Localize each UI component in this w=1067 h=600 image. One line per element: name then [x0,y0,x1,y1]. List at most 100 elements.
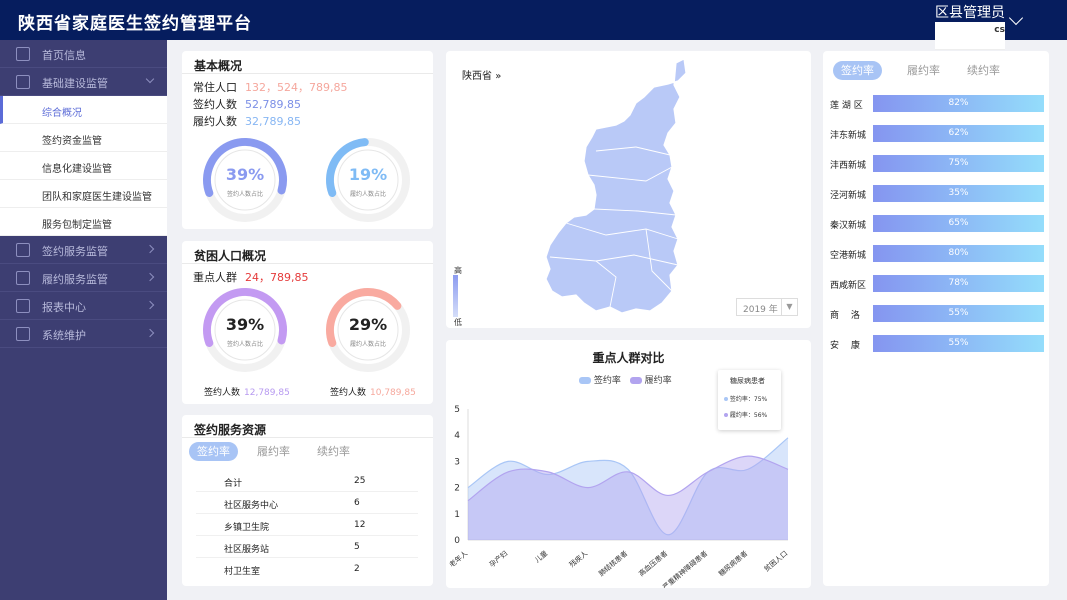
donut-caption: 履约人数占比 [349,341,386,348]
chevron-right-icon [145,272,155,282]
key-group-row: 重点人群 24，789,85 [193,269,309,285]
poverty-performed-donut: 29% 履约人数占比 [325,287,411,373]
rate-bar: 55% [873,305,1044,322]
tooltip-line-sign: 签约率：75% [724,394,767,403]
poverty-performed-label: 签约人数 [330,388,367,398]
resident-row: 常住人口 132，524，789,85 [193,79,347,95]
resident-value: 132，524，789,85 [245,81,348,94]
series-area-0 [468,437,788,540]
donut-ring [202,288,287,373]
poverty-performed-value: 10,789,85 [370,388,416,398]
tab-renew-rate[interactable]: 续约率 [967,64,1000,77]
poverty-title: 贫困人口概况 [194,249,267,263]
sidebar-item-reports[interactable]: 报表中心 [0,292,167,320]
chevron-right-icon [145,300,155,310]
rate-row: 莲 湖 区 82% [830,95,1044,113]
rate-bar: 35% [873,185,1044,202]
district-borders [549,146,679,308]
sidebar-item-infrastructure[interactable]: 基础建设监管 [0,68,167,96]
sidebar-subitem-label: 签约资金监管 [42,136,102,147]
x-tick-label: 老年人 [447,549,469,569]
table-row: 社区服务站 5 [196,536,418,558]
series-line-1 [467,455,789,502]
row-name: 社区服务中心 [224,501,279,511]
sidebar-subitem-team[interactable]: 团队和家庭医生建设监管 [0,180,167,208]
rate-name: 商 洛 [830,311,860,321]
table-row: 合计 25 [196,470,418,492]
legend-swatch-perform [629,377,642,384]
home-icon [16,47,30,61]
region-breadcrumb[interactable]: 陕西省 » [462,67,501,82]
app-title: 陕西省家庭医生签约管理平台 [18,14,252,34]
row-name: 乡镇卫生院 [224,523,270,533]
province-shape[interactable] [545,58,687,314]
x-tick-label: 糖尿病患者 [717,549,750,578]
resources-card: 签约服务资源 签约率 履约率 续约率 合计 25 社区服务中心 6 乡镇卫生院 12 … [182,415,433,586]
tab-perform-rate[interactable]: 履约率 [907,64,940,77]
top-bar: 陕西省家庭医生签约管理平台 区县管理员 cs [0,0,1067,50]
signed-value: 52,789,85 [245,98,301,111]
sidebar-subitem-funds[interactable]: 签约资金监管 [0,124,167,152]
y-tick-label: 2 [454,484,460,494]
legend-gradient [453,275,458,317]
performed-ratio-donut: 19% 履约人数占比 [325,137,411,223]
legend-low: 低 [454,318,462,327]
bar-chart-icon [16,299,30,313]
tab-sign-rate[interactable]: 签约率 [189,442,238,461]
rate-bar: 82% [873,95,1044,112]
y-tick-label: 0 [454,536,460,546]
year-select[interactable]: 2019 年 ▼ [736,298,798,316]
tooltip-line-perform-text: 履约率：56% [729,412,768,419]
chevron-down-icon[interactable] [1008,10,1024,26]
rate-row: 秦汉新城 65% [830,215,1044,233]
sidebar-subitem-it[interactable]: 信息化建设监管 [0,152,167,180]
series-line-0 [467,437,789,536]
sidebar-item-label: 履约服务监管 [42,273,108,286]
donut-arc [202,288,287,373]
donut-ring [326,288,410,373]
tooltip-dot-sign [724,397,728,401]
rate-bar: 75% [873,155,1044,172]
poverty-signed-donut: 39% 签约人数占比 [202,287,288,373]
sidebar-subitem-package[interactable]: 服务包制定监管 [0,208,167,236]
sidebar-subitem-label: 信息化建设监管 [42,164,112,175]
tab-renew-rate[interactable]: 续约率 [317,445,350,458]
tooltip-line-sign-text: 签约率：75% [729,396,768,403]
poverty-signed-value: 12,789,85 [244,388,290,398]
row-count: 25 [354,476,366,486]
signed-row: 签约人数 52,789,85 [193,96,301,112]
sidebar-item-label: 基础建设监管 [42,77,108,90]
settings-icon [16,327,30,341]
sidebar-item-label: 首页信息 [42,49,86,62]
rate-bar: 55% [873,335,1044,352]
row-count: 2 [354,564,360,574]
donut-percent: 39% [225,165,265,184]
x-tick-label: 残疾人 [567,549,589,569]
sidebar-item-signing[interactable]: 签约服务监管 [0,236,167,264]
row-count: 12 [354,520,366,530]
sidebar-subitem-overview[interactable]: 综合概况 [0,96,167,124]
sidebar-subitem-label: 团队和家庭医生建设监管 [42,192,152,203]
tab-perform-rate[interactable]: 履约率 [257,445,290,458]
tab-sign-rate[interactable]: 签约率 [833,61,882,80]
overview-card: 基本概况 常住人口 132，524，789,85 签约人数 52,789,85 履约… [182,51,433,229]
sidebar-item-system[interactable]: 系统维护 [0,320,167,348]
key-group-label: 重点人群 [193,271,237,284]
donut-ring [202,138,287,222]
legend-swatch-sign [579,377,591,384]
tooltip-dot-perform [724,413,728,417]
user-menu[interactable]: 区县管理员 cs [935,5,1005,50]
chart-title: 重点人群对比 [592,351,665,365]
rates-tabs: 签约率 履约率 续约率 [833,61,1043,81]
performed-value: 32,789,85 [245,115,301,128]
user-sub: cs [935,22,1005,50]
y-tick-label: 1 [454,510,460,520]
donut-ring [326,138,410,222]
sidebar-item-home[interactable]: 首页信息 [0,40,167,68]
map-card: 陕西省 » 高 低 2019 年 ▼ [446,51,811,328]
performed-row: 履约人数 32,789,85 [193,113,301,129]
donut-caption: 签约人数占比 [226,341,263,348]
shaanxi-map[interactable] [446,51,811,328]
sidebar-item-performance[interactable]: 履约服务监管 [0,264,167,292]
